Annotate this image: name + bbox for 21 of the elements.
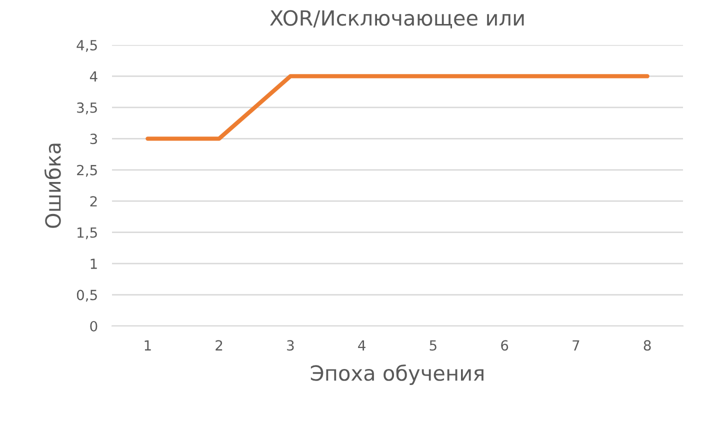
y-tick-label: 0,5 [76, 290, 97, 302]
x-tick-label: 3 [287, 340, 294, 351]
x-tick-label: 1 [144, 340, 151, 350]
y-tick-label: 0 [90, 320, 98, 332]
y-tick-label: 4 [90, 71, 98, 82]
x-tick-label: 2 [216, 340, 222, 350]
x-tick-label: 6 [501, 340, 508, 351]
y-tick-label: 3,5 [77, 102, 97, 114]
x-tick-label: 7 [572, 340, 580, 350]
y-tick-label: 1 [90, 258, 97, 269]
y-tick-label: 3 [90, 134, 97, 144]
x-tick-label: 8 [644, 340, 651, 351]
y-tick-label: 2,5 [77, 164, 97, 177]
y-tick-label: 4,5 [76, 40, 97, 52]
y-axis-title: Ошибка [44, 144, 61, 228]
x-tick-label: 5 [430, 340, 436, 351]
x-axis-title: Эпоха обучения [310, 364, 484, 385]
y-tick-label: 2 [90, 196, 97, 206]
y-tick-label: 1,5 [78, 227, 97, 240]
chart-title: XOR/Исключающее или [270, 10, 524, 28]
x-tick-label: 4 [358, 340, 366, 350]
